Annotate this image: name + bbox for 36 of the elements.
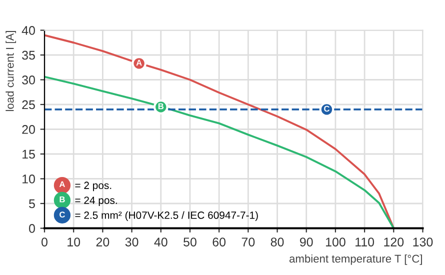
y-tick-label: 35 [22,50,35,60]
y-tick-label: 0 [29,224,35,233]
annotation: B [158,103,164,110]
x-tick-label: 40 [154,238,168,246]
x-tick-label: 70 [242,238,255,246]
y-tick-label: 10 [22,174,35,184]
x-tick-label: 0 [42,238,48,246]
annotation: A [136,60,142,66]
x-tick-label: 30 [125,238,138,246]
line-series [44,76,395,228]
y-tick-label: 40 [22,26,35,35]
y-tick-label: 5 [29,199,35,208]
y-tick-label: 20 [22,125,35,134]
x-tick-label: 20 [96,238,110,246]
x-tick-label: 110 [356,238,374,246]
legend-label: = 2.5 mm² (H07V-K2.5 / IEC 60947-7-1) [75,211,258,221]
text: B [60,196,65,202]
y-tick-label: 15 [22,150,35,159]
x-tick-label: 100 [326,238,346,246]
annotation: C [324,106,330,112]
line-series [44,34,395,228]
y-tick-label: 30 [22,76,35,84]
y-tick-label: 25 [22,100,35,110]
text: A [59,181,65,188]
legend-label: = 24 pos. [75,196,117,206]
text: C [60,212,65,218]
y-axis-title: load current I [A] [6,31,16,112]
x-tick-label: 120 [384,238,404,246]
x-tick-label: 90 [300,238,313,246]
x-tick-label: 10 [68,238,80,246]
x-tick-label: 130 [413,238,433,246]
x-tick-label: 50 [184,238,196,246]
legend-label: = 2 pos. [75,182,112,192]
x-tick-label: 60 [212,238,226,246]
x-tick-label: 80 [270,238,284,246]
x-axis-title: ambient temperature T [°C] [289,254,422,265]
